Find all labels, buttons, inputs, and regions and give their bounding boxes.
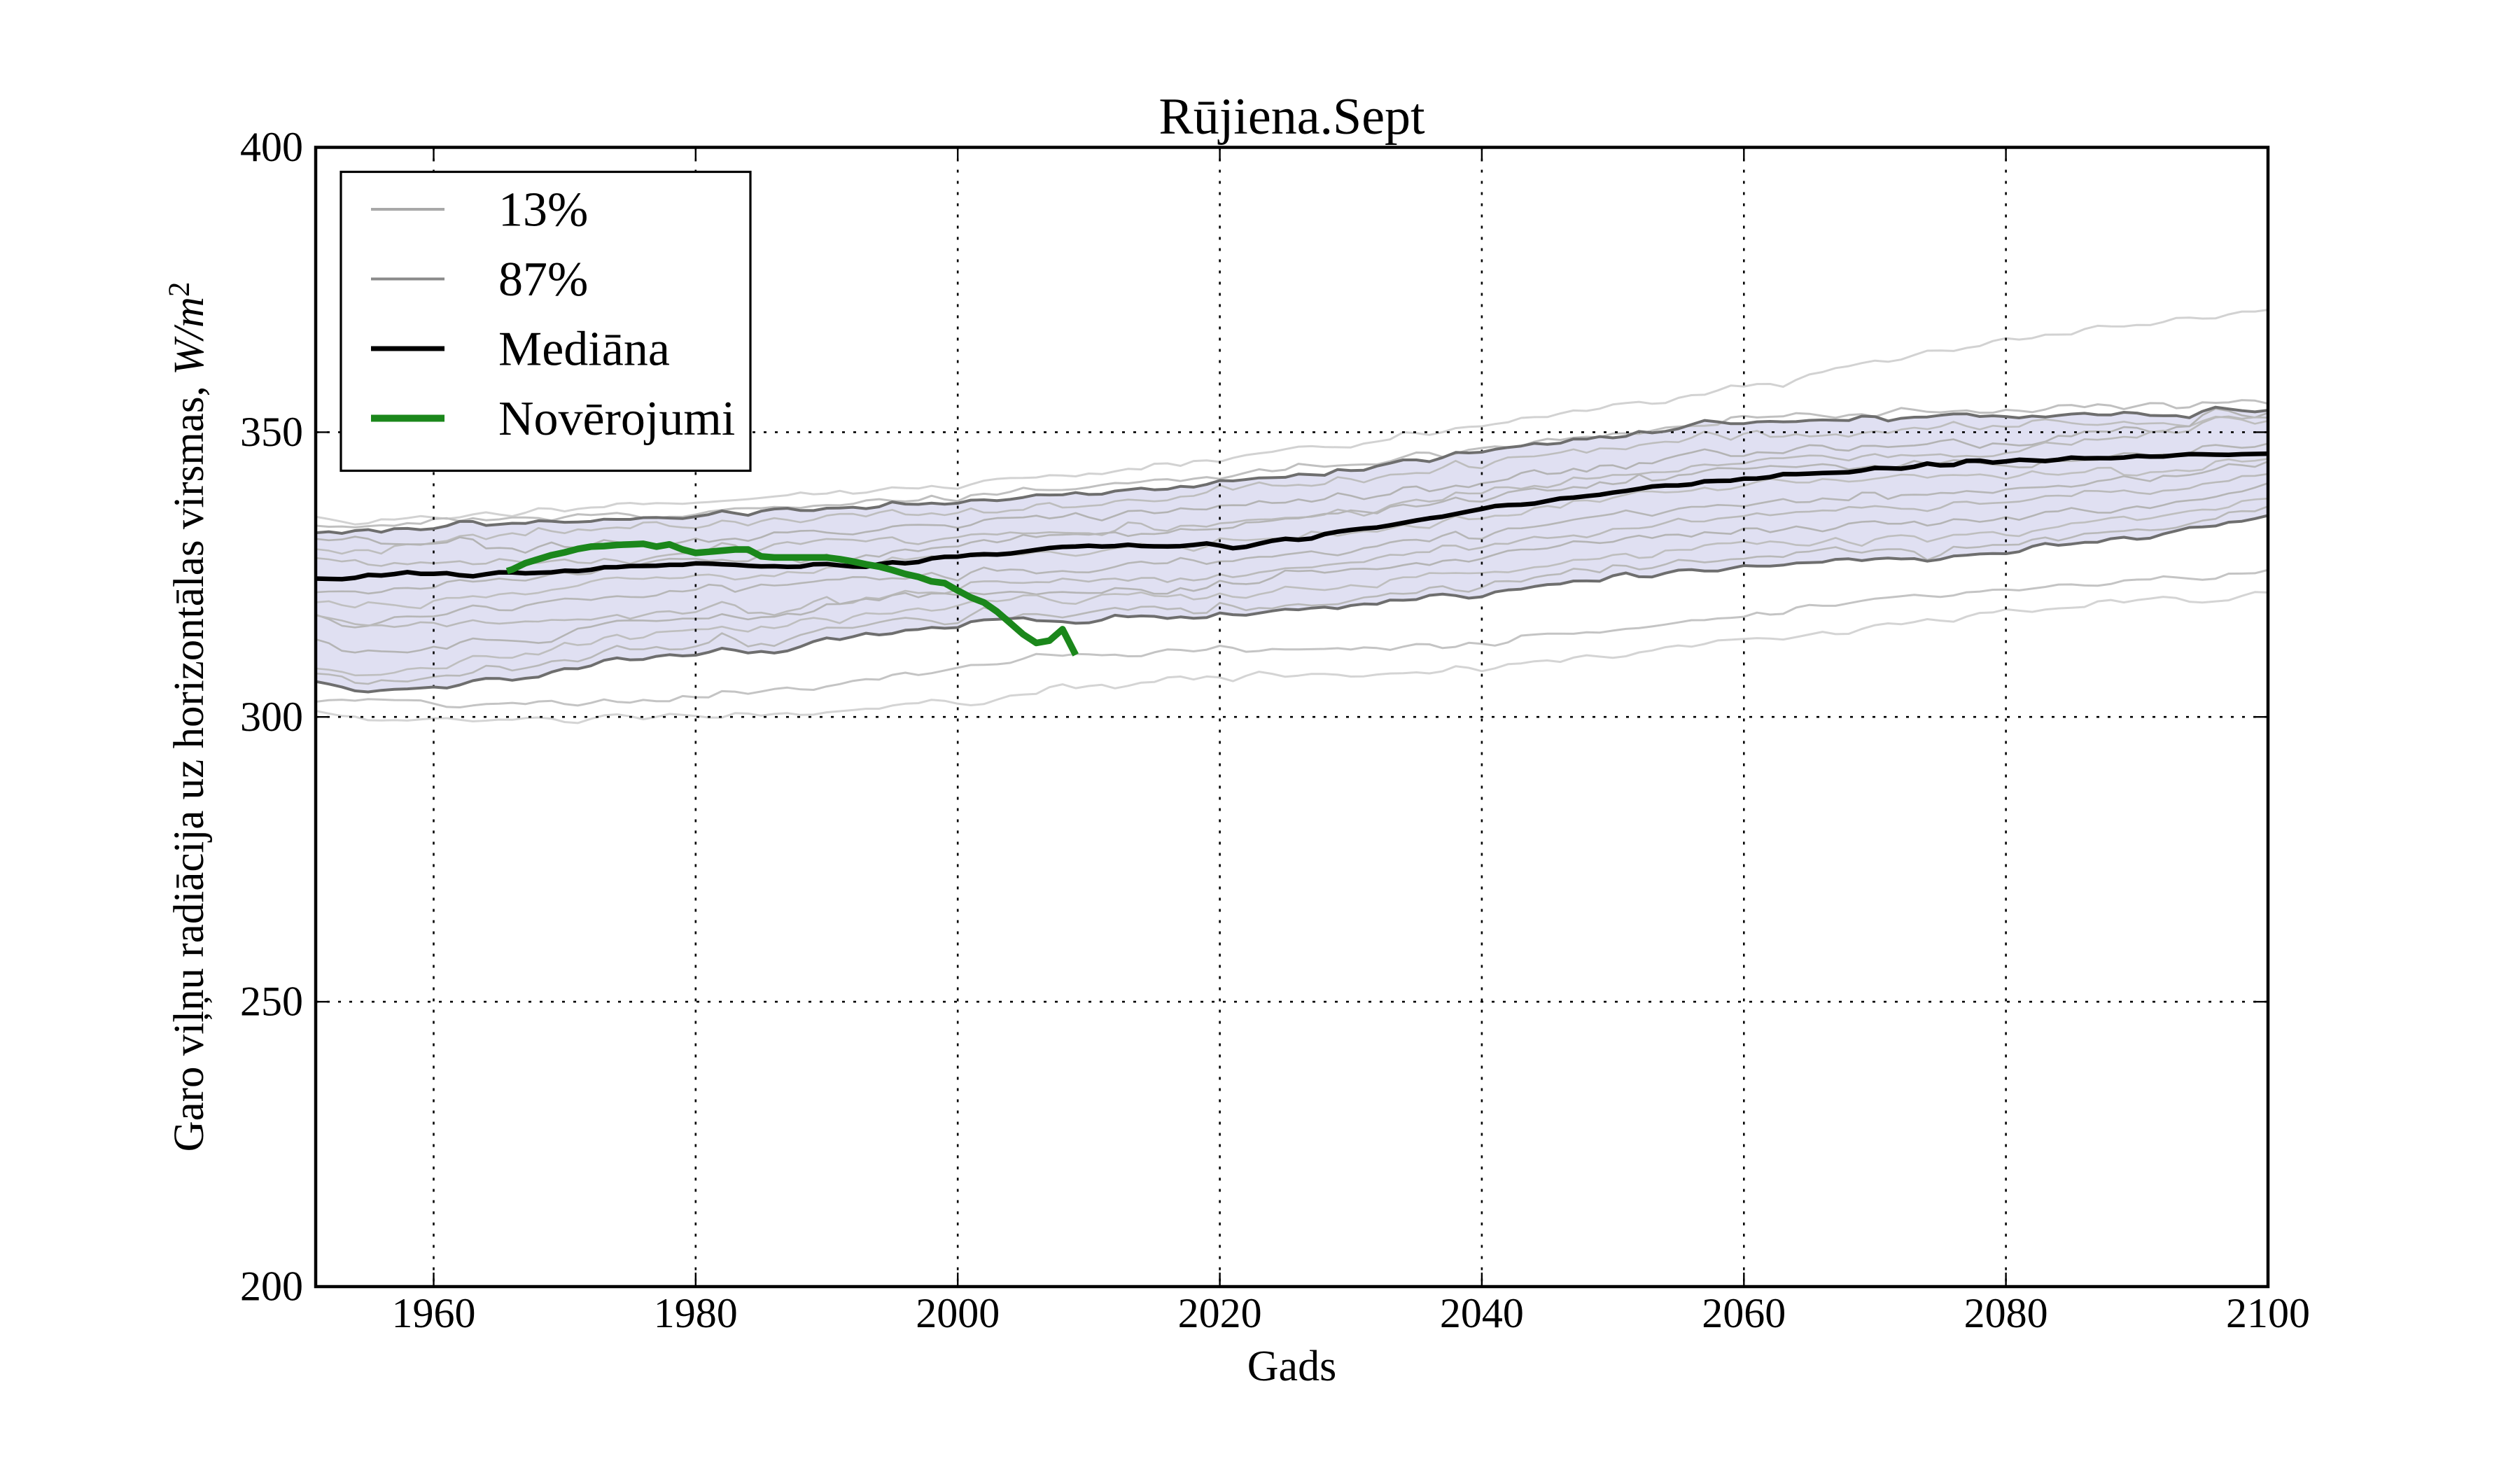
svg-text:250: 250 — [240, 979, 303, 1025]
svg-text:13%: 13% — [498, 183, 588, 237]
svg-text:2080: 2080 — [1964, 1290, 2048, 1336]
svg-text:400: 400 — [240, 124, 303, 170]
svg-text:2100: 2100 — [2226, 1290, 2310, 1336]
svg-text:1960: 1960 — [392, 1290, 476, 1336]
svg-text:300: 300 — [240, 694, 303, 740]
svg-text:Rūjiena.Sept: Rūjiena.Sept — [1158, 88, 1425, 146]
svg-text:350: 350 — [240, 409, 303, 455]
svg-text:Mediāna: Mediāna — [498, 323, 670, 377]
svg-text:Garo viļņu radiācija uz horizo: Garo viļņu radiācija uz horizontālas vir… — [163, 282, 213, 1152]
svg-text:200: 200 — [240, 1264, 303, 1310]
svg-text:2060: 2060 — [1702, 1290, 1786, 1336]
svg-text:1980: 1980 — [654, 1290, 738, 1336]
svg-text:2000: 2000 — [916, 1290, 1000, 1336]
svg-text:87%: 87% — [498, 253, 588, 307]
svg-text:2020: 2020 — [1178, 1290, 1262, 1336]
svg-text:Gads: Gads — [1247, 1343, 1336, 1390]
svg-text:2040: 2040 — [1440, 1290, 1524, 1336]
svg-text:Novērojumi: Novērojumi — [498, 392, 735, 446]
